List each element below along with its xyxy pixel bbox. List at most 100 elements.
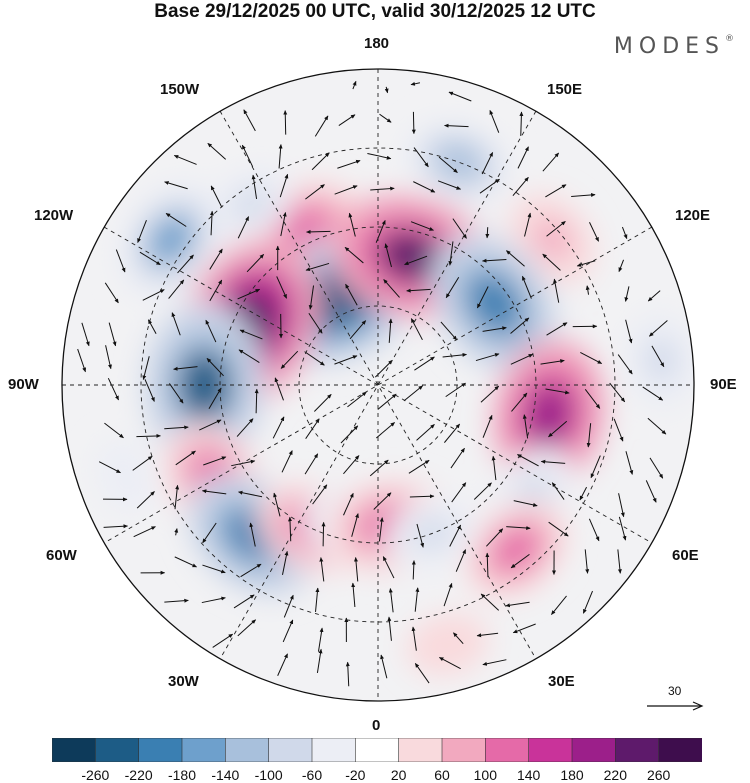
wind-arrow: [274, 377, 284, 401]
anomaly-cell: [534, 219, 571, 258]
wind-arrow: [338, 114, 356, 126]
wind-arrow: [351, 582, 356, 608]
lon-label-30e: 30E: [548, 673, 575, 690]
wind-arrow: [370, 186, 395, 191]
wind-arrow: [416, 523, 425, 548]
wind-arrow: [241, 144, 254, 168]
wind-arrow: [448, 241, 454, 266]
anomaly-cell: [494, 529, 538, 571]
wind-arrow: [613, 418, 624, 442]
wind-arrow: [174, 484, 180, 510]
wind-arrow: [413, 181, 436, 193]
anomaly-cell: [233, 187, 269, 220]
wind-arrow: [584, 389, 601, 409]
wind-arrow: [651, 345, 665, 368]
anomaly-cell: [467, 273, 522, 334]
wind-arrow: [410, 318, 423, 341]
colorbar-segment: [485, 738, 530, 762]
wind-arrow: [551, 595, 567, 615]
wind-arrow: [512, 623, 536, 634]
wind-arrow: [306, 229, 331, 234]
colorbar-tick-label: 140: [516, 767, 541, 783]
wind-arrow: [452, 218, 467, 239]
wind-arrow: [321, 521, 326, 547]
wind-arrow: [312, 484, 328, 505]
wind-arrow: [239, 329, 263, 340]
wind-arrow: [411, 111, 416, 135]
anomaly-cell: [436, 144, 482, 180]
wind-arrow: [476, 286, 489, 309]
wind-arrow: [582, 590, 593, 614]
wind-arrow: [104, 422, 124, 439]
colorbar: [52, 738, 702, 762]
wind-arrow: [136, 491, 155, 509]
wind-arrow: [642, 386, 664, 401]
wind-arrow: [585, 285, 590, 295]
wind-arrow: [548, 521, 569, 537]
anomaly-cell: [525, 383, 573, 448]
wind-arrow: [276, 276, 288, 299]
wind-arrow: [144, 379, 155, 402]
wind-arrow: [444, 123, 469, 128]
wind-arrow: [107, 377, 119, 401]
wind-arrow: [311, 152, 330, 171]
wind-arrow: [308, 312, 323, 334]
colorbar-tick-label: -260: [81, 767, 110, 783]
wind-arrow: [351, 513, 359, 537]
wind-arrow: [384, 86, 389, 94]
wind-arrow: [553, 278, 560, 303]
lon-label-90e: 90E: [710, 376, 737, 393]
wind-arrow: [473, 482, 492, 500]
wind-arrow: [513, 500, 538, 507]
wind-arrow: [519, 111, 524, 136]
wind-arrow: [282, 619, 294, 643]
colorbar-segment: [441, 738, 487, 762]
wind-arrow: [168, 279, 185, 299]
wind-arrow: [482, 326, 507, 332]
wind-arrow: [316, 648, 323, 673]
wind-arrow: [208, 387, 222, 409]
lon-label-30w: 30W: [168, 673, 199, 690]
colorbar-segment: [355, 738, 400, 762]
wind-arrow: [551, 482, 565, 500]
wind-arrow: [105, 345, 112, 370]
wind-arrow: [201, 489, 227, 495]
wind-arrow: [304, 351, 325, 366]
wind-arrow: [545, 388, 570, 395]
wind-arrow: [414, 356, 435, 371]
wind-arrow: [443, 582, 453, 607]
wind-arrow: [168, 383, 184, 404]
wind-arrow: [174, 528, 179, 536]
wind-arrow: [647, 417, 667, 435]
wind-arrow: [579, 486, 588, 501]
wind-arrow: [409, 494, 435, 499]
colorbar-segment: [398, 738, 443, 762]
wind-arrow: [147, 319, 157, 334]
lon-label-90w: 90W: [8, 376, 39, 393]
wind-arrow: [209, 248, 223, 270]
wind-arrow: [450, 447, 465, 469]
colorbar-tick-label: 60: [434, 767, 450, 783]
wind-arrow: [313, 394, 332, 412]
colorbar-tick-label: 100: [473, 767, 498, 783]
wind-arrow: [545, 184, 567, 198]
anomaly-cell: [377, 230, 447, 284]
wind-arrow: [510, 553, 530, 569]
meridian-150e-30w: [219, 110, 537, 660]
colorbar-segment: [52, 738, 97, 762]
wind-arrow: [272, 416, 285, 439]
wind-arrow: [625, 319, 633, 344]
wind-arrow: [108, 322, 117, 347]
wind-arrow: [522, 414, 529, 439]
wind-arrow: [482, 659, 507, 666]
wind-arrow: [164, 181, 188, 190]
colorbar-tick-label: -180: [167, 767, 197, 783]
wind-arrow: [344, 247, 364, 264]
wind-arrow: [98, 461, 121, 474]
wind-arrow: [540, 459, 566, 464]
wind-arrow: [369, 459, 389, 477]
vector-scale-arrow: [647, 701, 704, 711]
wind-arrow: [403, 385, 423, 402]
brand-text: MODES: [613, 34, 725, 59]
wind-arrow: [246, 254, 264, 273]
